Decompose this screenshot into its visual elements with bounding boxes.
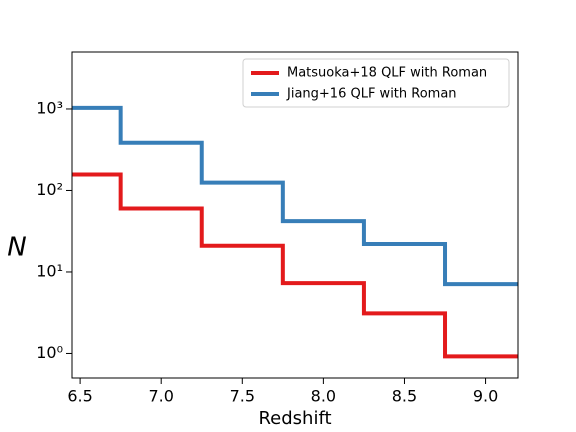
y-tick-label: 10² [36,180,63,199]
legend-box [242,58,510,108]
x-axis-label: Redshift [258,408,331,429]
axes-frame [71,51,519,379]
x-tick-label: 8.5 [392,387,417,406]
x-tick-label: 8.0 [311,387,336,406]
y-axis-label: N [7,233,26,263]
x-tick-label: 9.0 [473,387,498,406]
step-line [72,172,518,359]
y-tick-label: 10³ [36,98,63,117]
step-line [72,105,518,287]
x-tick-label: 7.5 [230,387,255,406]
y-tick-label: 10⁰ [36,343,63,362]
plot-area [72,105,518,359]
legend-label: Jiang+16 QLF with Roman [286,87,457,102]
y-tick-label: 10¹ [36,261,63,280]
x-tick-label: 7.0 [148,387,173,406]
x-tick-label: 6.5 [67,387,92,406]
legend-label: Matsuoka+18 QLF with Roman [287,66,487,81]
